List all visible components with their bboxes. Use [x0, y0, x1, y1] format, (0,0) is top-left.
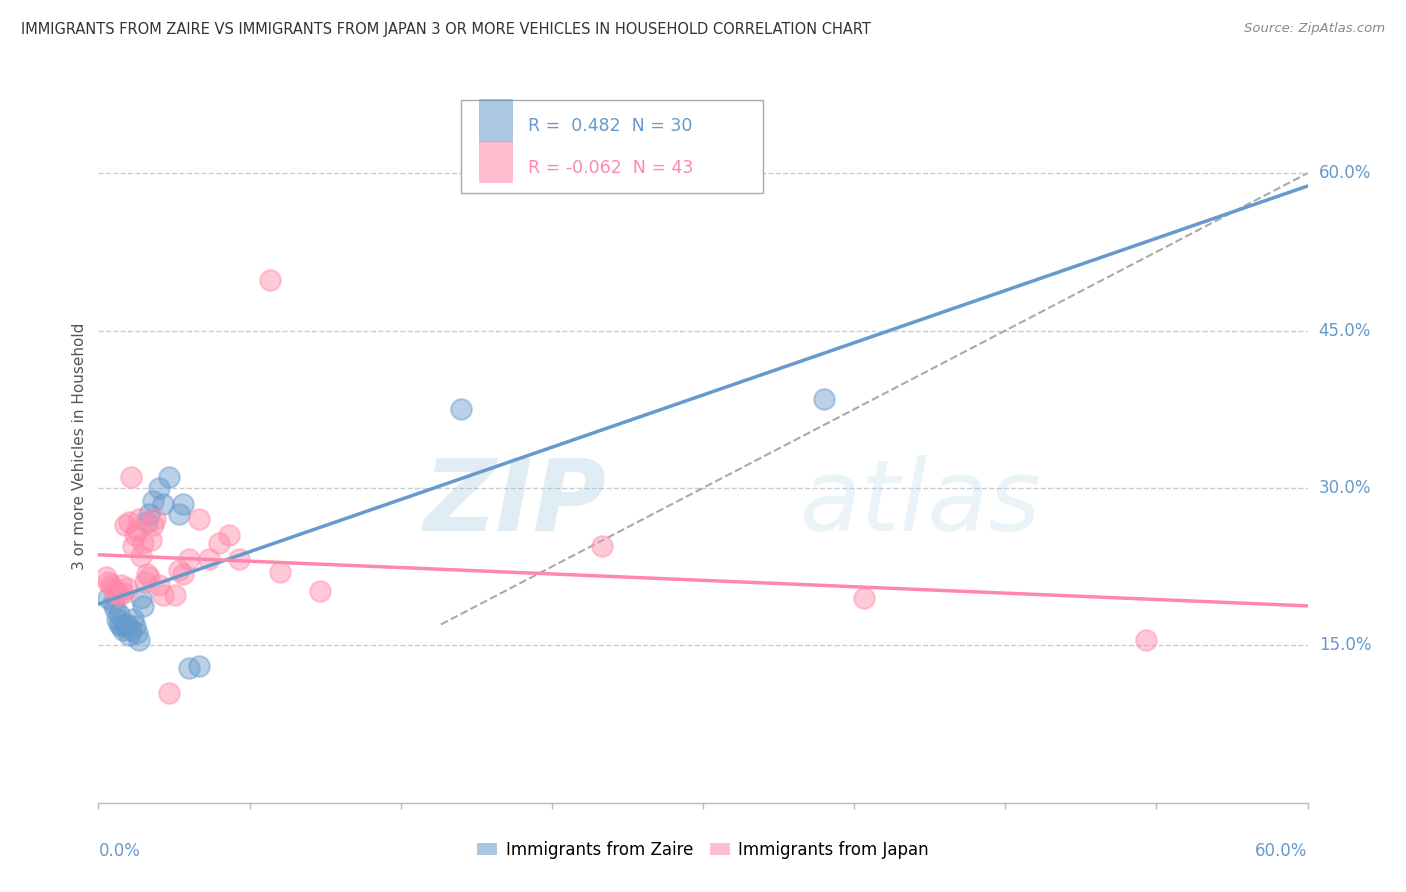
- Point: [198, 552, 221, 566]
- Point: [142, 517, 165, 532]
- Point: [111, 623, 134, 637]
- Point: [96, 570, 118, 584]
- Point: [148, 481, 170, 495]
- Point: [179, 661, 201, 675]
- Point: [228, 552, 250, 566]
- Point: [120, 470, 142, 484]
- Point: [118, 515, 141, 529]
- Point: [107, 588, 129, 602]
- Point: [124, 619, 146, 633]
- Point: [125, 625, 148, 640]
- Point: [103, 601, 125, 615]
- Point: [132, 535, 155, 549]
- Text: R =  0.482  N = 30: R = 0.482 N = 30: [527, 117, 692, 135]
- Point: [853, 591, 876, 606]
- Point: [107, 617, 129, 632]
- Point: [105, 586, 128, 600]
- Point: [152, 497, 174, 511]
- Point: [101, 581, 124, 595]
- Point: [172, 497, 194, 511]
- Text: IMMIGRANTS FROM ZAIRE VS IMMIGRANTS FROM JAPAN 3 OR MORE VEHICLES IN HOUSEHOLD C: IMMIGRANTS FROM ZAIRE VS IMMIGRANTS FROM…: [21, 22, 870, 37]
- Point: [179, 552, 201, 566]
- Point: [105, 612, 128, 626]
- Point: [120, 623, 142, 637]
- Point: [188, 659, 211, 673]
- Point: [157, 685, 180, 699]
- Point: [309, 583, 332, 598]
- Text: 30.0%: 30.0%: [1319, 479, 1371, 497]
- Point: [218, 528, 240, 542]
- FancyBboxPatch shape: [461, 100, 763, 193]
- Point: [172, 567, 194, 582]
- Bar: [479, 99, 513, 142]
- Y-axis label: 3 or more Vehicles in Household: 3 or more Vehicles in Household: [72, 322, 87, 570]
- Point: [128, 512, 150, 526]
- Point: [124, 528, 146, 542]
- Text: Source: ZipAtlas.com: Source: ZipAtlas.com: [1244, 22, 1385, 36]
- Point: [129, 549, 152, 564]
- Point: [163, 588, 186, 602]
- Point: [167, 507, 190, 521]
- Point: [125, 523, 148, 537]
- Point: [1135, 633, 1157, 648]
- Point: [157, 470, 180, 484]
- Point: [167, 563, 190, 577]
- Point: [114, 619, 136, 633]
- Point: [142, 493, 165, 508]
- Point: [269, 565, 291, 579]
- Point: [97, 575, 120, 590]
- Point: [450, 402, 472, 417]
- Point: [107, 607, 129, 621]
- Point: [121, 539, 143, 553]
- Point: [813, 392, 835, 406]
- Point: [115, 617, 138, 632]
- Text: 15.0%: 15.0%: [1319, 636, 1371, 655]
- Bar: [479, 141, 513, 184]
- Point: [148, 577, 170, 591]
- Point: [135, 567, 157, 582]
- Point: [121, 612, 143, 626]
- Point: [101, 596, 124, 610]
- Text: R = -0.062  N = 43: R = -0.062 N = 43: [527, 159, 693, 177]
- Text: 60.0%: 60.0%: [1319, 164, 1371, 182]
- Point: [97, 591, 120, 606]
- Point: [103, 583, 125, 598]
- Point: [110, 619, 132, 633]
- Point: [188, 512, 211, 526]
- Text: 60.0%: 60.0%: [1256, 842, 1308, 860]
- Point: [259, 273, 281, 287]
- Point: [132, 599, 155, 613]
- Text: 0.0%: 0.0%: [98, 842, 141, 860]
- Point: [143, 512, 166, 526]
- Point: [111, 586, 134, 600]
- Legend: Immigrants from Zaire, Immigrants from Japan: Immigrants from Zaire, Immigrants from J…: [471, 835, 935, 866]
- Text: atlas: atlas: [800, 455, 1042, 551]
- Point: [118, 628, 141, 642]
- Point: [110, 577, 132, 591]
- Text: ZIP: ZIP: [423, 455, 606, 551]
- Point: [134, 575, 156, 590]
- Point: [129, 591, 152, 606]
- Point: [138, 507, 160, 521]
- Point: [208, 535, 231, 549]
- Point: [100, 577, 122, 591]
- Point: [139, 533, 162, 548]
- Point: [591, 539, 613, 553]
- Point: [115, 581, 138, 595]
- Point: [135, 515, 157, 529]
- Point: [152, 588, 174, 602]
- Point: [138, 570, 160, 584]
- Text: 45.0%: 45.0%: [1319, 321, 1371, 340]
- Point: [128, 633, 150, 648]
- Point: [114, 517, 136, 532]
